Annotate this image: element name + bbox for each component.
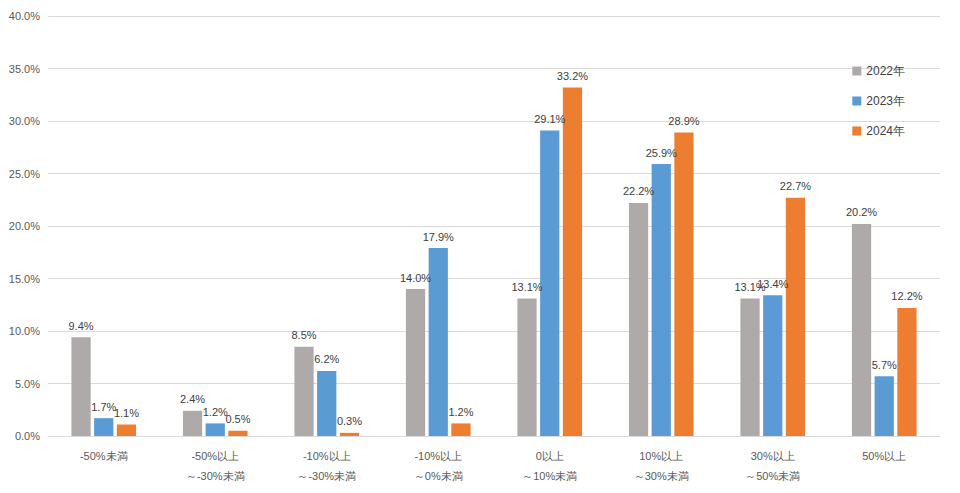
svg-text:8.5%: 8.5% — [291, 329, 316, 341]
svg-text:1.1%: 1.1% — [114, 407, 139, 419]
svg-text:0.0%: 0.0% — [15, 430, 40, 442]
svg-text:0.5%: 0.5% — [225, 413, 250, 425]
svg-text:15.0%: 15.0% — [9, 273, 40, 285]
svg-text:～30%未満: ～30%未満 — [634, 470, 689, 482]
svg-text:29.1%: 29.1% — [534, 113, 565, 125]
svg-text:33.2%: 33.2% — [557, 70, 588, 82]
svg-text:9.4%: 9.4% — [68, 320, 93, 332]
svg-text:0.3%: 0.3% — [337, 415, 362, 427]
svg-text:6.2%: 6.2% — [314, 353, 339, 365]
svg-text:25.9%: 25.9% — [646, 147, 677, 159]
svg-text:1.2%: 1.2% — [203, 406, 228, 418]
svg-text:20.0%: 20.0% — [9, 220, 40, 232]
svg-text:14.0%: 14.0% — [400, 272, 431, 284]
svg-text:-10%以上: -10%以上 — [414, 450, 462, 462]
svg-text:40.0%: 40.0% — [9, 10, 40, 22]
svg-text:30%以上: 30%以上 — [751, 450, 795, 462]
svg-text:10%以上: 10%以上 — [639, 450, 683, 462]
svg-text:2022年: 2022年 — [866, 64, 905, 78]
svg-text:2023年: 2023年 — [866, 94, 905, 108]
svg-text:50%以上: 50%以上 — [862, 450, 906, 462]
svg-text:-50%未満: -50%未満 — [80, 450, 128, 462]
svg-text:～0%未満: ～0%未満 — [414, 470, 463, 482]
svg-text:12.2%: 12.2% — [891, 290, 922, 302]
svg-text:13.4%: 13.4% — [757, 278, 788, 290]
svg-text:22.7%: 22.7% — [780, 180, 811, 192]
svg-text:～10%未満: ～10%未満 — [522, 470, 577, 482]
svg-text:0以上: 0以上 — [536, 450, 564, 462]
svg-text:1.7%: 1.7% — [91, 401, 116, 413]
svg-text:2024年: 2024年 — [866, 124, 905, 138]
svg-text:2.4%: 2.4% — [180, 393, 205, 405]
svg-text:-50%以上: -50%以上 — [191, 450, 239, 462]
svg-text:5.7%: 5.7% — [872, 359, 897, 371]
svg-text:20.2%: 20.2% — [846, 206, 877, 218]
svg-text:13.1%: 13.1% — [511, 281, 542, 293]
svg-text:5.0%: 5.0% — [15, 378, 40, 390]
svg-text:30.0%: 30.0% — [9, 115, 40, 127]
svg-text:25.0%: 25.0% — [9, 168, 40, 180]
svg-text:28.9%: 28.9% — [668, 115, 699, 127]
svg-text:～50%未満: ～50%未満 — [745, 470, 800, 482]
svg-text:22.2%: 22.2% — [623, 185, 654, 197]
svg-text:10.0%: 10.0% — [9, 325, 40, 337]
svg-text:17.9%: 17.9% — [423, 231, 454, 243]
svg-text:1.2%: 1.2% — [448, 406, 473, 418]
svg-text:35.0%: 35.0% — [9, 63, 40, 75]
svg-text:～-30%未満: ～-30%未満 — [186, 470, 245, 482]
svg-text:13.1%: 13.1% — [734, 281, 766, 293]
svg-text:-10%以上: -10%以上 — [303, 450, 351, 462]
svg-text:～-30%未満: ～-30%未満 — [297, 470, 356, 482]
